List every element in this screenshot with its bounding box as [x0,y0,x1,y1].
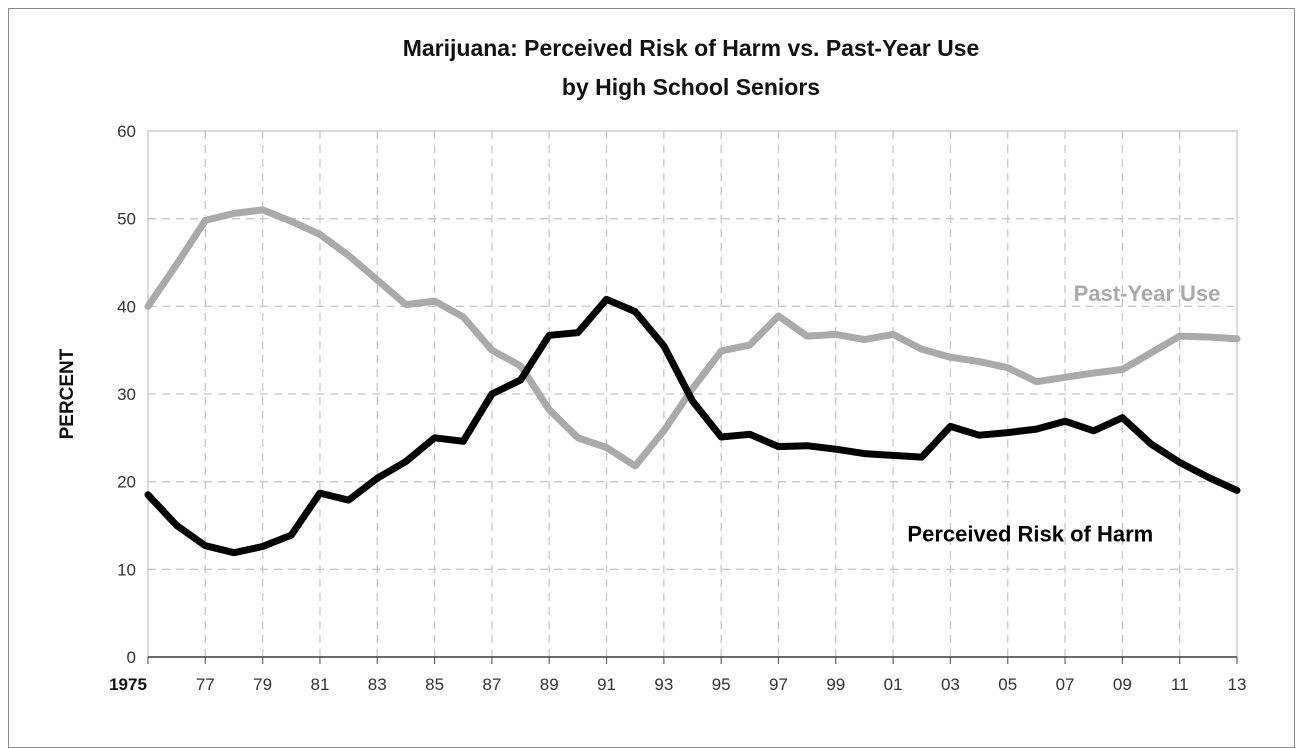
x-tick-label: 1975 [109,675,147,694]
line-chart: Marijuana: Perceived Risk of Harm vs. Pa… [57,35,1246,694]
x-tick-label: 09 [1113,675,1132,694]
x-tick-label: 11 [1171,675,1189,694]
chart-title: Marijuana: Perceived Risk of Harm vs. Pa… [403,35,980,61]
x-tick-label: 81 [310,675,329,694]
axes [147,656,1238,664]
annotation-past-year-use: Past-Year Use [1074,281,1221,306]
y-tick-label: 60 [117,122,136,141]
x-tick-label: 83 [368,675,387,694]
series-line-perceived-risk-of-harm [144,295,1241,557]
y-tick-label: 10 [117,560,136,579]
y-tick-label: 50 [117,210,136,229]
x-tick-label: 77 [196,675,215,694]
y-tick-label: 40 [117,297,136,316]
x-tick-label: 05 [998,675,1017,694]
x-tick-label: 93 [654,675,673,694]
y-axis-label: PERCENT [57,348,78,439]
x-tick-label: 01 [884,675,903,694]
x-tick-label: 99 [826,675,845,694]
x-tick-label: 07 [1056,675,1075,694]
x-tick-label: 87 [482,675,501,694]
x-tick-label: 91 [597,675,616,694]
series-annotations: Past-Year Use Perceived Risk of Harm [907,281,1220,546]
x-tick-label: 95 [712,675,731,694]
y-tick-label: 20 [117,473,136,492]
series-line-past-year-use [144,206,1241,470]
series-lines [144,206,1241,557]
y-tick-label: 0 [127,648,136,667]
x-tick-label: 85 [425,675,444,694]
chart-subtitle: by High School Seniors [562,74,820,100]
x-tick-label: 03 [941,675,960,694]
x-tick-label: 13 [1228,675,1247,694]
x-tick-label: 97 [769,675,788,694]
x-tick-label: 89 [540,675,559,694]
x-tick-label: 79 [253,675,272,694]
annotation-perceived-risk-of-harm: Perceived Risk of Harm [907,521,1153,546]
y-tick-label: 30 [117,385,136,404]
